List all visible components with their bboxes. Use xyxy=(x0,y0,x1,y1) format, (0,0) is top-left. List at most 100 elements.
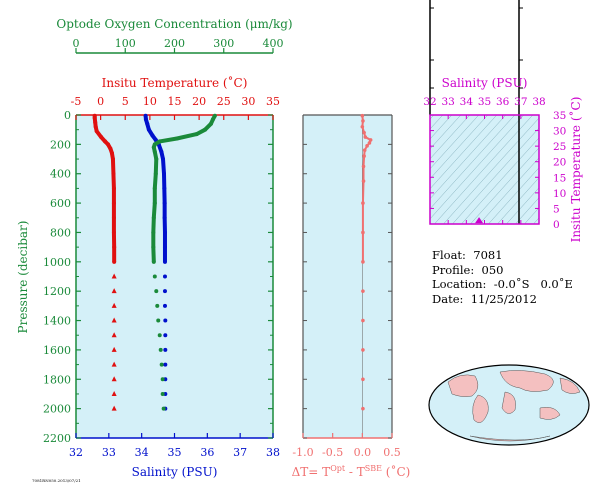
ts-salinity-tick-label: 35 xyxy=(478,96,491,108)
temperature-point xyxy=(110,157,115,162)
ts-temperature-tick-label: 5 xyxy=(553,203,560,215)
delta-t-plot-area xyxy=(303,115,392,438)
ts-temperature-tick-label: 20 xyxy=(553,157,566,169)
oxygen-point xyxy=(161,406,166,411)
temperature-point xyxy=(111,273,117,279)
ts-salinity-tick-label: 38 xyxy=(532,96,545,108)
ts-salinity-tick-label: 36 xyxy=(496,96,510,108)
temperature-point xyxy=(92,115,97,120)
temperature-point xyxy=(99,135,104,140)
ts-temperature-tick-label: 30 xyxy=(553,126,566,138)
temperature-point xyxy=(111,302,117,308)
density-contour xyxy=(430,115,498,190)
salinity-point xyxy=(162,303,167,308)
temperature-tick-label: 25 xyxy=(217,95,231,108)
delta-t-axis-title: ΔT= TOpt - TSBE (˚C) xyxy=(292,464,411,479)
pressure-tick-label: 1200 xyxy=(43,285,71,298)
pressure-tick-label: 1400 xyxy=(43,315,71,328)
density-contour xyxy=(524,207,539,224)
location-label: Location: xyxy=(432,277,487,292)
ts-salinity-tick-label: 34 xyxy=(460,96,474,108)
delta-t-point xyxy=(361,318,365,323)
temperature-point xyxy=(111,332,117,338)
map-land xyxy=(501,391,516,414)
density-contour xyxy=(434,115,534,224)
float-info: Float: 7081 Profile: 050 Location: -0.0˚… xyxy=(432,248,573,306)
oxygen-point xyxy=(151,145,156,150)
ts-temperature-tick-label: 35 xyxy=(553,110,566,122)
world-map xyxy=(428,364,590,446)
pressure-tick-label: 400 xyxy=(50,168,71,181)
delta-t-point xyxy=(362,148,367,153)
profile-value: 050 xyxy=(481,262,504,277)
ts-temperature-tick-label: 0 xyxy=(553,219,560,231)
oxygen-point xyxy=(203,127,208,132)
salinity-point xyxy=(161,171,166,176)
salinity-tick-label: 38 xyxy=(266,446,280,459)
salinity-tick-label: 32 xyxy=(69,446,83,459)
temperature-point xyxy=(108,146,113,151)
salinity-tick-label: 35 xyxy=(168,446,182,459)
float-label: Float: xyxy=(432,248,466,262)
density-contour xyxy=(430,115,507,200)
temperature-point xyxy=(111,405,117,411)
oxygen-point xyxy=(154,289,159,294)
delta-t-point xyxy=(363,135,368,139)
density-contours xyxy=(430,115,539,224)
density-contour xyxy=(430,115,516,210)
delta-t-point xyxy=(362,154,366,158)
salinity-point xyxy=(146,127,151,132)
salinity-point xyxy=(143,113,148,118)
salinity-point xyxy=(163,347,168,352)
delta-t-point xyxy=(361,260,365,264)
delta-t-tick-label: -0.5 xyxy=(322,446,343,459)
delta-t-point xyxy=(360,113,365,118)
temperature-point xyxy=(111,346,117,352)
temperature-point xyxy=(106,142,111,147)
temperature-point xyxy=(111,186,116,191)
temperature-point xyxy=(111,215,116,220)
delta-t-point xyxy=(361,164,366,169)
temperature-point xyxy=(93,124,98,129)
salinity-point xyxy=(162,230,167,235)
oxygen-point xyxy=(151,245,156,250)
salinity-tick-label: 34 xyxy=(135,446,149,459)
oxygen-tick-label: 200 xyxy=(164,37,185,50)
ts-salinity-tick-label: 32 xyxy=(423,96,436,108)
temperature-point xyxy=(94,129,99,134)
oxygen-tick-label: 400 xyxy=(263,37,284,50)
salinity-point xyxy=(143,117,148,122)
oxygen-point xyxy=(152,274,157,279)
delta-t-point xyxy=(361,406,365,411)
temperature-tick-label: 15 xyxy=(168,95,182,108)
temperature-tick-label: 30 xyxy=(241,95,255,108)
delta-t-point xyxy=(361,201,365,205)
oxygen-point xyxy=(156,318,161,323)
density-contour xyxy=(506,187,539,224)
ts-temperature-axis-title: Insitu Temperature (˚C) xyxy=(568,97,583,243)
pressure-tick-label: 0 xyxy=(64,109,71,122)
profiles-plot-area xyxy=(76,115,273,438)
salinity-point xyxy=(163,318,168,323)
density-contour xyxy=(430,115,525,220)
oxygen-point xyxy=(152,149,157,154)
salinity-point xyxy=(162,245,167,250)
density-contour xyxy=(497,177,539,224)
temperature-axis-title: Insitu Temperature (˚C) xyxy=(102,75,248,90)
ts-temperature-tick-label: 25 xyxy=(553,141,566,153)
oxygen-point xyxy=(152,201,157,206)
delta-t-point xyxy=(362,130,366,135)
oxygen-point xyxy=(151,215,156,220)
ts-salinity-tick-label: 37 xyxy=(514,96,527,108)
temperature-point xyxy=(111,288,117,294)
delta-t-point xyxy=(368,138,373,142)
density-contour xyxy=(479,157,539,224)
footer-tag: 7081RN050.2013/07/21 xyxy=(32,478,81,483)
salinity-point xyxy=(162,259,167,264)
temperature-point xyxy=(111,171,116,176)
salinity-point xyxy=(162,274,167,279)
ts-salinity-axis-title: Salinity (PSU) xyxy=(442,76,528,90)
ts-temperature-tick-label: 15 xyxy=(553,172,566,184)
salinity-point xyxy=(162,201,167,206)
location-value: -0.0˚S 0.0˚E xyxy=(493,277,573,292)
